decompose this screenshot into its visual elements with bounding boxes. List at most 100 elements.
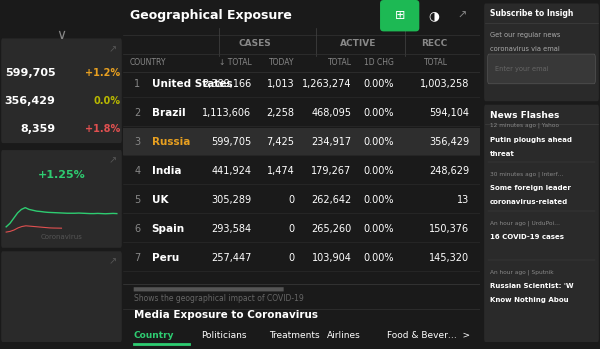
Text: Know Nothing Abou: Know Nothing Abou: [490, 297, 569, 303]
Text: 145,320: 145,320: [429, 253, 469, 263]
Text: 356,429: 356,429: [429, 138, 469, 147]
FancyBboxPatch shape: [134, 287, 284, 291]
FancyBboxPatch shape: [1, 38, 122, 143]
Text: ⊞: ⊞: [394, 9, 405, 22]
Text: 2: 2: [134, 109, 140, 118]
Text: 30 minutes ago | Interf…: 30 minutes ago | Interf…: [490, 172, 563, 177]
Text: ACTIVE: ACTIVE: [340, 39, 377, 48]
Text: 8,359: 8,359: [20, 124, 55, 134]
Text: 234,917: 234,917: [311, 138, 352, 147]
Text: 16 COVID-19 cases: 16 COVID-19 cases: [490, 234, 564, 240]
Text: India: India: [152, 166, 181, 176]
Text: ↗: ↗: [109, 44, 117, 54]
Text: 599,705: 599,705: [211, 138, 251, 147]
Text: UK: UK: [152, 195, 168, 205]
Text: 0.0%: 0.0%: [94, 96, 121, 106]
Text: 293,584: 293,584: [211, 224, 251, 234]
Text: 5: 5: [134, 195, 140, 205]
FancyBboxPatch shape: [1, 150, 122, 248]
Text: TOTAL: TOTAL: [328, 58, 352, 67]
Text: 6: 6: [134, 224, 140, 234]
Text: Peru: Peru: [152, 253, 179, 263]
Text: United States: United States: [152, 80, 232, 89]
Text: 265,260: 265,260: [311, 224, 352, 234]
Text: 13: 13: [457, 195, 469, 205]
Text: ◑: ◑: [428, 9, 439, 22]
Text: ∨: ∨: [56, 28, 67, 42]
Text: Coronavirus: Coronavirus: [41, 234, 82, 240]
Text: 356,429: 356,429: [4, 96, 55, 106]
Text: +1.2%: +1.2%: [85, 68, 121, 78]
Text: TOTAL: TOTAL: [424, 58, 448, 67]
Text: 3: 3: [134, 138, 140, 147]
Text: An hour ago | Sputnik: An hour ago | Sputnik: [490, 269, 554, 275]
Text: 468,095: 468,095: [311, 109, 352, 118]
Text: Shows the geographical impact of COVID-19: Shows the geographical impact of COVID-1…: [134, 294, 304, 303]
Text: coronavirus-related: coronavirus-related: [490, 199, 568, 206]
Text: 0: 0: [288, 253, 295, 263]
Text: TODAY: TODAY: [269, 58, 295, 67]
Text: Putin ploughs ahead: Putin ploughs ahead: [490, 136, 572, 143]
Text: Subscribe to Insigh: Subscribe to Insigh: [490, 9, 574, 18]
Text: 248,629: 248,629: [429, 166, 469, 176]
Text: ↗: ↗: [457, 11, 467, 21]
Text: 305,289: 305,289: [211, 195, 251, 205]
FancyBboxPatch shape: [123, 128, 480, 155]
Text: Geographical Exposure: Geographical Exposure: [130, 9, 292, 22]
Text: 2,258: 2,258: [266, 109, 295, 118]
Text: Media Exposure to Coronavirus: Media Exposure to Coronavirus: [134, 310, 318, 320]
Text: 1,113,606: 1,113,606: [202, 109, 251, 118]
Text: Politicians: Politicians: [202, 331, 247, 340]
FancyBboxPatch shape: [380, 0, 419, 31]
FancyBboxPatch shape: [488, 54, 595, 84]
Text: Treatments: Treatments: [269, 331, 320, 340]
Text: 7,425: 7,425: [266, 138, 295, 147]
Text: 0.00%: 0.00%: [364, 253, 394, 263]
Text: 594,104: 594,104: [429, 109, 469, 118]
Text: 179,267: 179,267: [311, 166, 352, 176]
Text: RECC: RECC: [422, 39, 448, 48]
Text: 2,389,166: 2,389,166: [202, 80, 251, 89]
Text: COUNTRY: COUNTRY: [130, 58, 166, 67]
Text: CASES: CASES: [239, 39, 271, 48]
Text: Country: Country: [134, 331, 174, 340]
Text: Airlines: Airlines: [326, 331, 360, 340]
Text: 0.00%: 0.00%: [364, 195, 394, 205]
Text: 441,924: 441,924: [212, 166, 251, 176]
Text: 4: 4: [134, 166, 140, 176]
Text: Spain: Spain: [152, 224, 185, 234]
FancyBboxPatch shape: [484, 105, 599, 342]
Text: 0.00%: 0.00%: [364, 80, 394, 89]
Text: ↗: ↗: [109, 257, 117, 267]
Text: Some foreign leader: Some foreign leader: [490, 185, 571, 192]
Text: 1,003,258: 1,003,258: [420, 80, 469, 89]
Text: Enter your emai: Enter your emai: [495, 66, 548, 72]
Text: 599,705: 599,705: [5, 68, 55, 78]
Text: 0.00%: 0.00%: [364, 224, 394, 234]
Text: 7: 7: [134, 253, 140, 263]
Text: Food & Bever…  >: Food & Bever… >: [387, 331, 470, 340]
Text: Russia: Russia: [152, 138, 190, 147]
Text: News Flashes: News Flashes: [490, 111, 559, 120]
Text: threat: threat: [490, 150, 515, 157]
FancyBboxPatch shape: [484, 3, 599, 101]
Text: 0.00%: 0.00%: [364, 109, 394, 118]
Text: coronavirus via emai: coronavirus via emai: [490, 46, 560, 52]
Text: 0.00%: 0.00%: [364, 138, 394, 147]
FancyBboxPatch shape: [1, 251, 122, 342]
Text: Get our regular news: Get our regular news: [490, 32, 560, 38]
Text: ↓ TOTAL: ↓ TOTAL: [219, 58, 251, 67]
Text: Russian Scientist: 'W: Russian Scientist: 'W: [490, 283, 574, 289]
Text: 0: 0: [288, 224, 295, 234]
Text: 257,447: 257,447: [211, 253, 251, 263]
Text: 1,474: 1,474: [266, 166, 295, 176]
Text: 103,904: 103,904: [311, 253, 352, 263]
Text: 1,263,274: 1,263,274: [302, 80, 352, 89]
Text: 0.00%: 0.00%: [364, 166, 394, 176]
Text: 1: 1: [134, 80, 140, 89]
Text: 1,013: 1,013: [267, 80, 295, 89]
Text: 1D CHG: 1D CHG: [364, 58, 394, 67]
Text: ↗: ↗: [109, 156, 117, 165]
Text: +1.8%: +1.8%: [85, 124, 121, 134]
Text: 150,376: 150,376: [429, 224, 469, 234]
